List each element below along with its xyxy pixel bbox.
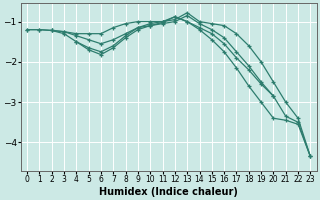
X-axis label: Humidex (Indice chaleur): Humidex (Indice chaleur) xyxy=(99,187,238,197)
